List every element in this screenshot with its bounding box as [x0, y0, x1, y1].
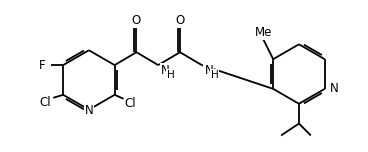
Text: N: N [330, 82, 339, 95]
Text: Cl: Cl [39, 96, 51, 109]
Text: N: N [204, 64, 213, 77]
Text: N: N [85, 104, 93, 117]
Text: H: H [167, 70, 175, 80]
Text: O: O [176, 14, 185, 27]
Text: N: N [161, 64, 170, 77]
Text: F: F [39, 59, 46, 72]
Text: Me: Me [255, 26, 272, 39]
Text: H: H [211, 70, 219, 80]
Text: O: O [132, 14, 141, 27]
Text: Cl: Cl [125, 97, 136, 110]
